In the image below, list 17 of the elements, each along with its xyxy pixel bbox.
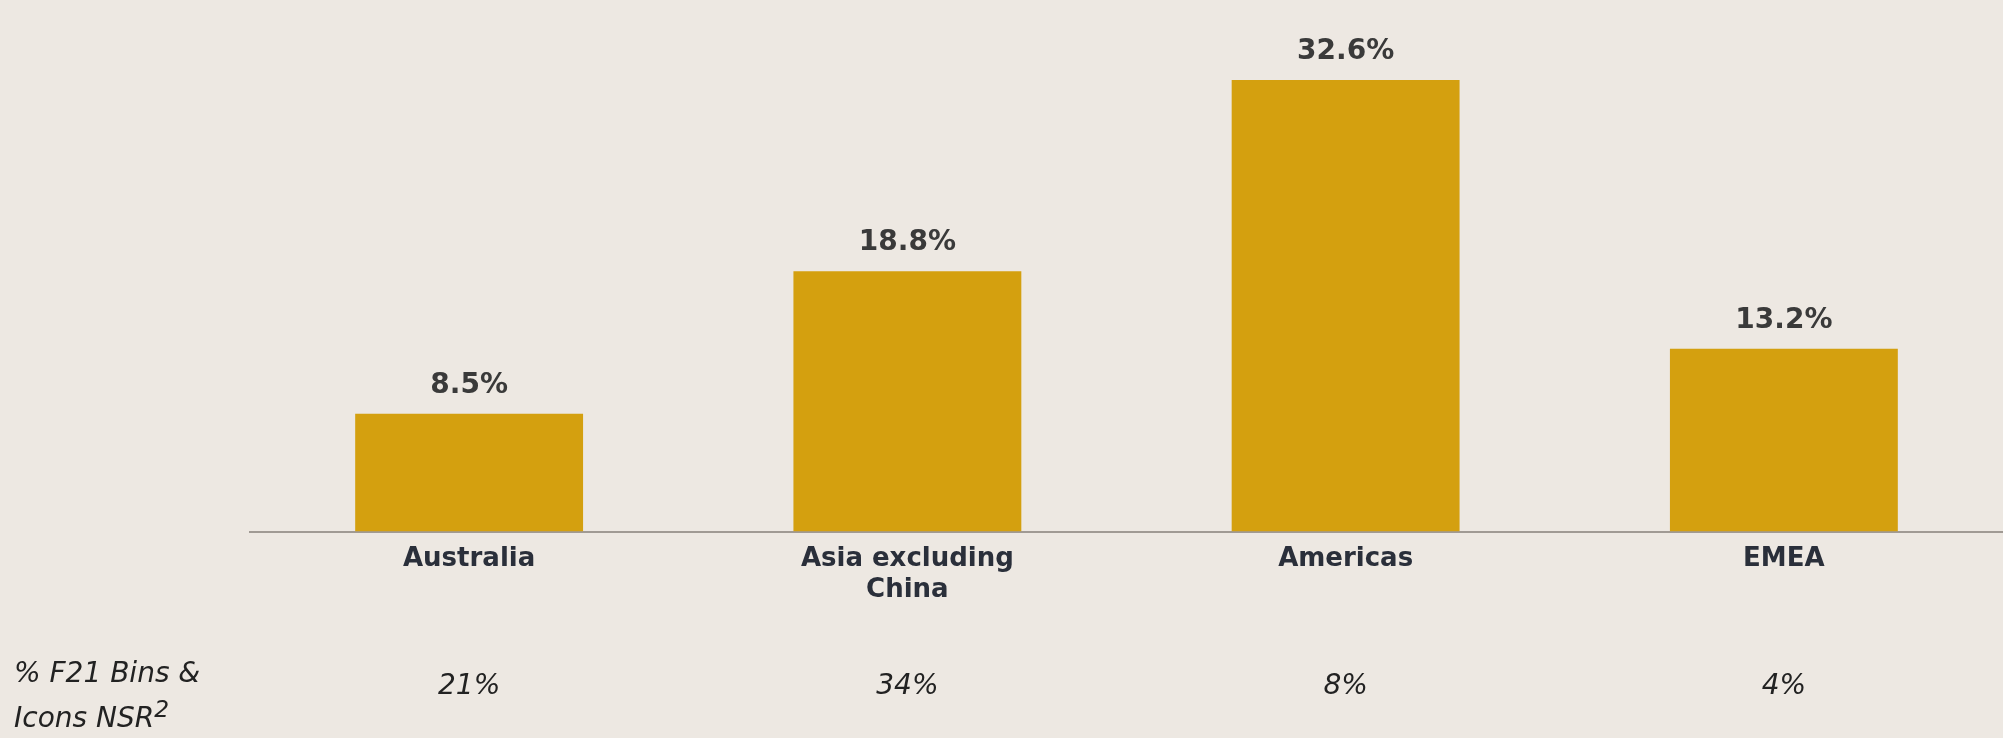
x-tick-label: Australia bbox=[402, 541, 536, 572]
bar bbox=[1669, 348, 1898, 532]
x-tick-label: EMEA bbox=[1743, 541, 1825, 572]
text: % F21 Bins & Icons NSR$^{2}$ bbox=[14, 655, 202, 737]
text: 4% bbox=[1761, 668, 1807, 701]
x-tick-label: Americas bbox=[1278, 541, 1414, 572]
x-tick-label: Asia excluding China bbox=[800, 541, 1014, 604]
data-label: 32.6% bbox=[1297, 33, 1395, 67]
data-label: 8.5% bbox=[430, 367, 508, 401]
text: 34% bbox=[876, 668, 939, 701]
bar bbox=[355, 413, 584, 532]
text: 8% bbox=[1323, 668, 1368, 701]
text: 21% bbox=[438, 668, 501, 701]
data-label: 13.2% bbox=[1735, 302, 1833, 336]
bar bbox=[1231, 80, 1460, 532]
data-label: 18.8% bbox=[858, 224, 956, 258]
bar bbox=[793, 271, 1022, 532]
